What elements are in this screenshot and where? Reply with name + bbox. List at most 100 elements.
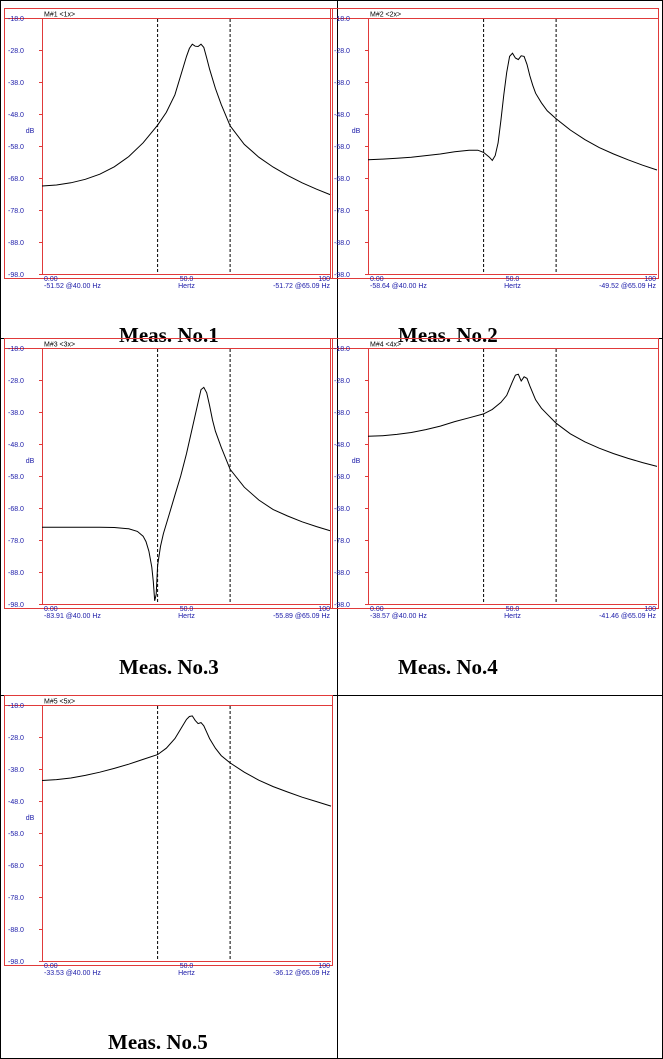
chart-svg-4: M#4 <4x> -18.0 -28.0 -38.0 -48.0 -58.0 -68.0 -7…	[330, 338, 659, 666]
y-tick-label: -88.0	[8, 927, 24, 934]
caption-meas-5: Meas. No.5	[108, 1030, 208, 1055]
y-tick-label: -68.0	[334, 506, 350, 513]
frequency-response-curve	[368, 374, 657, 466]
marker-readout-right: -36.12 @65.09 Hz	[273, 970, 330, 977]
caption-meas-4: Meas. No.4	[398, 655, 498, 680]
y-tick-label: -98.0	[8, 272, 24, 279]
y-axis-title: dB	[352, 458, 361, 465]
chart-outer-frame	[331, 9, 659, 279]
chart-outer-frame	[331, 339, 659, 609]
y-axis-title: dB	[26, 458, 35, 465]
x-tick-label: 0.00	[44, 963, 58, 970]
y-tick-label: -38.0	[334, 80, 350, 87]
y-tick-label: -68.0	[8, 506, 24, 513]
marker-readout-left: -38.57 @40.00 Hz	[370, 613, 427, 620]
y-tick-label: -98.0	[8, 602, 24, 609]
y-tick-label: -58.0	[8, 831, 24, 838]
chart-outer-frame	[5, 339, 333, 609]
marker-readout-right: -51.72 @65.09 Hz	[273, 283, 330, 290]
y-tick-label: -78.0	[8, 538, 24, 545]
chart-svg-3: M#3 <3x>-18.0-28.0-38.0-48.0-58.0-68.0-7…	[4, 338, 333, 666]
x-tick-label: 0.00	[44, 276, 58, 283]
y-tick-label: -18.0	[334, 16, 350, 23]
x-tick-label: 100	[644, 276, 656, 283]
measurement-panel-3: M#3 <3x> -18.0 -28.0 -38.0 -48.0 -58.0 -68.0 -7…	[4, 338, 333, 666]
y-tick-label: -68.0	[334, 176, 350, 183]
marker-readout-left: -33.53 @40.00 Hz	[44, 970, 101, 977]
y-tick-label: -58.0	[334, 144, 350, 151]
y-tick-label: -78.0	[8, 895, 24, 902]
y-tick-label: -48.0	[8, 799, 24, 806]
chart-header-label: M#5 <5x>	[44, 699, 75, 706]
y-tick-label: -48.0	[8, 442, 24, 449]
marker-readout-right: -49.52 @65.09 Hz	[599, 283, 656, 290]
y-tick-label: -88.0	[334, 570, 350, 577]
x-tick-label: 50.0	[180, 276, 194, 283]
y-tick-label: -38.0	[8, 767, 24, 774]
y-tick-label: -98.0	[334, 602, 350, 609]
chart-svg-1: M#1 <1x> -18.0 -28.0 -38.0 -48.0 -58.0 -68.0 -7…	[4, 8, 333, 336]
y-tick-label: -18.0	[334, 346, 350, 353]
x-tick-label: 100	[318, 606, 330, 613]
y-axis-title: dB	[26, 815, 35, 822]
y-tick-label: -28.0	[8, 735, 24, 742]
x-tick-label: 50.0	[180, 963, 194, 970]
y-tick-label: -78.0	[8, 208, 24, 215]
frequency-response-curve	[42, 44, 331, 195]
y-tick-label: -28.0	[8, 48, 24, 55]
y-tick-label: -98.0	[334, 272, 350, 279]
x-axis-title: Hertz	[178, 970, 195, 977]
grid-divider-vertical-bottom	[337, 695, 338, 1059]
chart-header-label: M#3 <3x>	[44, 342, 75, 349]
chart-outer-frame	[5, 696, 333, 966]
x-tick-label: 0.00	[370, 276, 384, 283]
x-tick-label: 0.00	[370, 606, 384, 613]
chart-outer-frame	[5, 9, 333, 279]
x-axis-title: Hertz	[178, 283, 195, 290]
marker-readout-left: -58.64 @40.00 Hz	[370, 283, 427, 290]
y-tick-label: -78.0	[334, 538, 350, 545]
chart-header-label: M#4 <4x>	[370, 342, 401, 349]
measurement-panel-2: M#2 <2x> -18.0 -28.0 -38.0 -48.0 -58.0 -68.0 -7…	[330, 8, 659, 336]
x-axis-title: Hertz	[178, 613, 195, 620]
y-tick-label: -58.0	[8, 474, 24, 481]
frequency-response-curve	[368, 53, 657, 170]
marker-readout-left: -83.91 @40.00 Hz	[44, 613, 101, 620]
y-tick-label: -98.0	[8, 959, 24, 966]
y-tick-label: -28.0	[334, 378, 350, 385]
x-tick-label: 100	[318, 276, 330, 283]
chart-svg-5: M#5 <5x> -18.0 -28.0 -38.0 -48.0 -58.0 -68.0 -7…	[4, 695, 333, 1023]
y-tick-label: -48.0	[334, 112, 350, 119]
y-tick-label: -88.0	[8, 570, 24, 577]
y-tick-label: -18.0	[8, 16, 24, 23]
x-axis-title: Hertz	[504, 283, 521, 290]
y-tick-label: -48.0	[8, 112, 24, 119]
caption-meas-3: Meas. No.3	[119, 655, 219, 680]
measurement-panel-5: M#5 <5x> -18.0 -28.0 -38.0 -48.0 -58.0 -68.0 -7…	[4, 695, 333, 1023]
chart-header-label: M#1 <1x>	[44, 12, 75, 19]
y-tick-label: -38.0	[8, 410, 24, 417]
y-tick-label: -28.0	[334, 48, 350, 55]
y-tick-label: -18.0	[8, 703, 24, 710]
x-tick-label: 100	[644, 606, 656, 613]
chart-header-label: M#2 <2x>	[370, 12, 401, 19]
frequency-response-curve	[42, 387, 331, 600]
measurement-panel-1: M#1 <1x> -18.0 -28.0 -38.0 -48.0 -58.0 -68.0 -7…	[4, 8, 333, 336]
x-tick-label: 50.0	[506, 276, 520, 283]
y-tick-label: -68.0	[8, 176, 24, 183]
y-tick-label: -38.0	[8, 80, 24, 87]
y-tick-label: -38.0	[334, 410, 350, 417]
chart-svg-2: M#2 <2x> -18.0 -28.0 -38.0 -48.0 -58.0 -68.0 -7…	[330, 8, 659, 336]
frequency-response-curve	[42, 716, 331, 806]
marker-readout-right: -55.89 @65.09 Hz	[273, 613, 330, 620]
y-tick-label: -58.0	[8, 144, 24, 151]
x-axis-title: Hertz	[504, 613, 521, 620]
y-tick-label: -68.0	[8, 863, 24, 870]
y-tick-label: -48.0	[334, 442, 350, 449]
x-tick-label: 0.00	[44, 606, 58, 613]
y-tick-label: -78.0	[334, 208, 350, 215]
y-tick-label: -88.0	[334, 240, 350, 247]
x-tick-label: 100	[318, 963, 330, 970]
marker-readout-right: -41.46 @65.09 Hz	[599, 613, 656, 620]
measurement-panel-4: M#4 <4x> -18.0 -28.0 -38.0 -48.0 -58.0 -68.0 -7…	[330, 338, 659, 666]
